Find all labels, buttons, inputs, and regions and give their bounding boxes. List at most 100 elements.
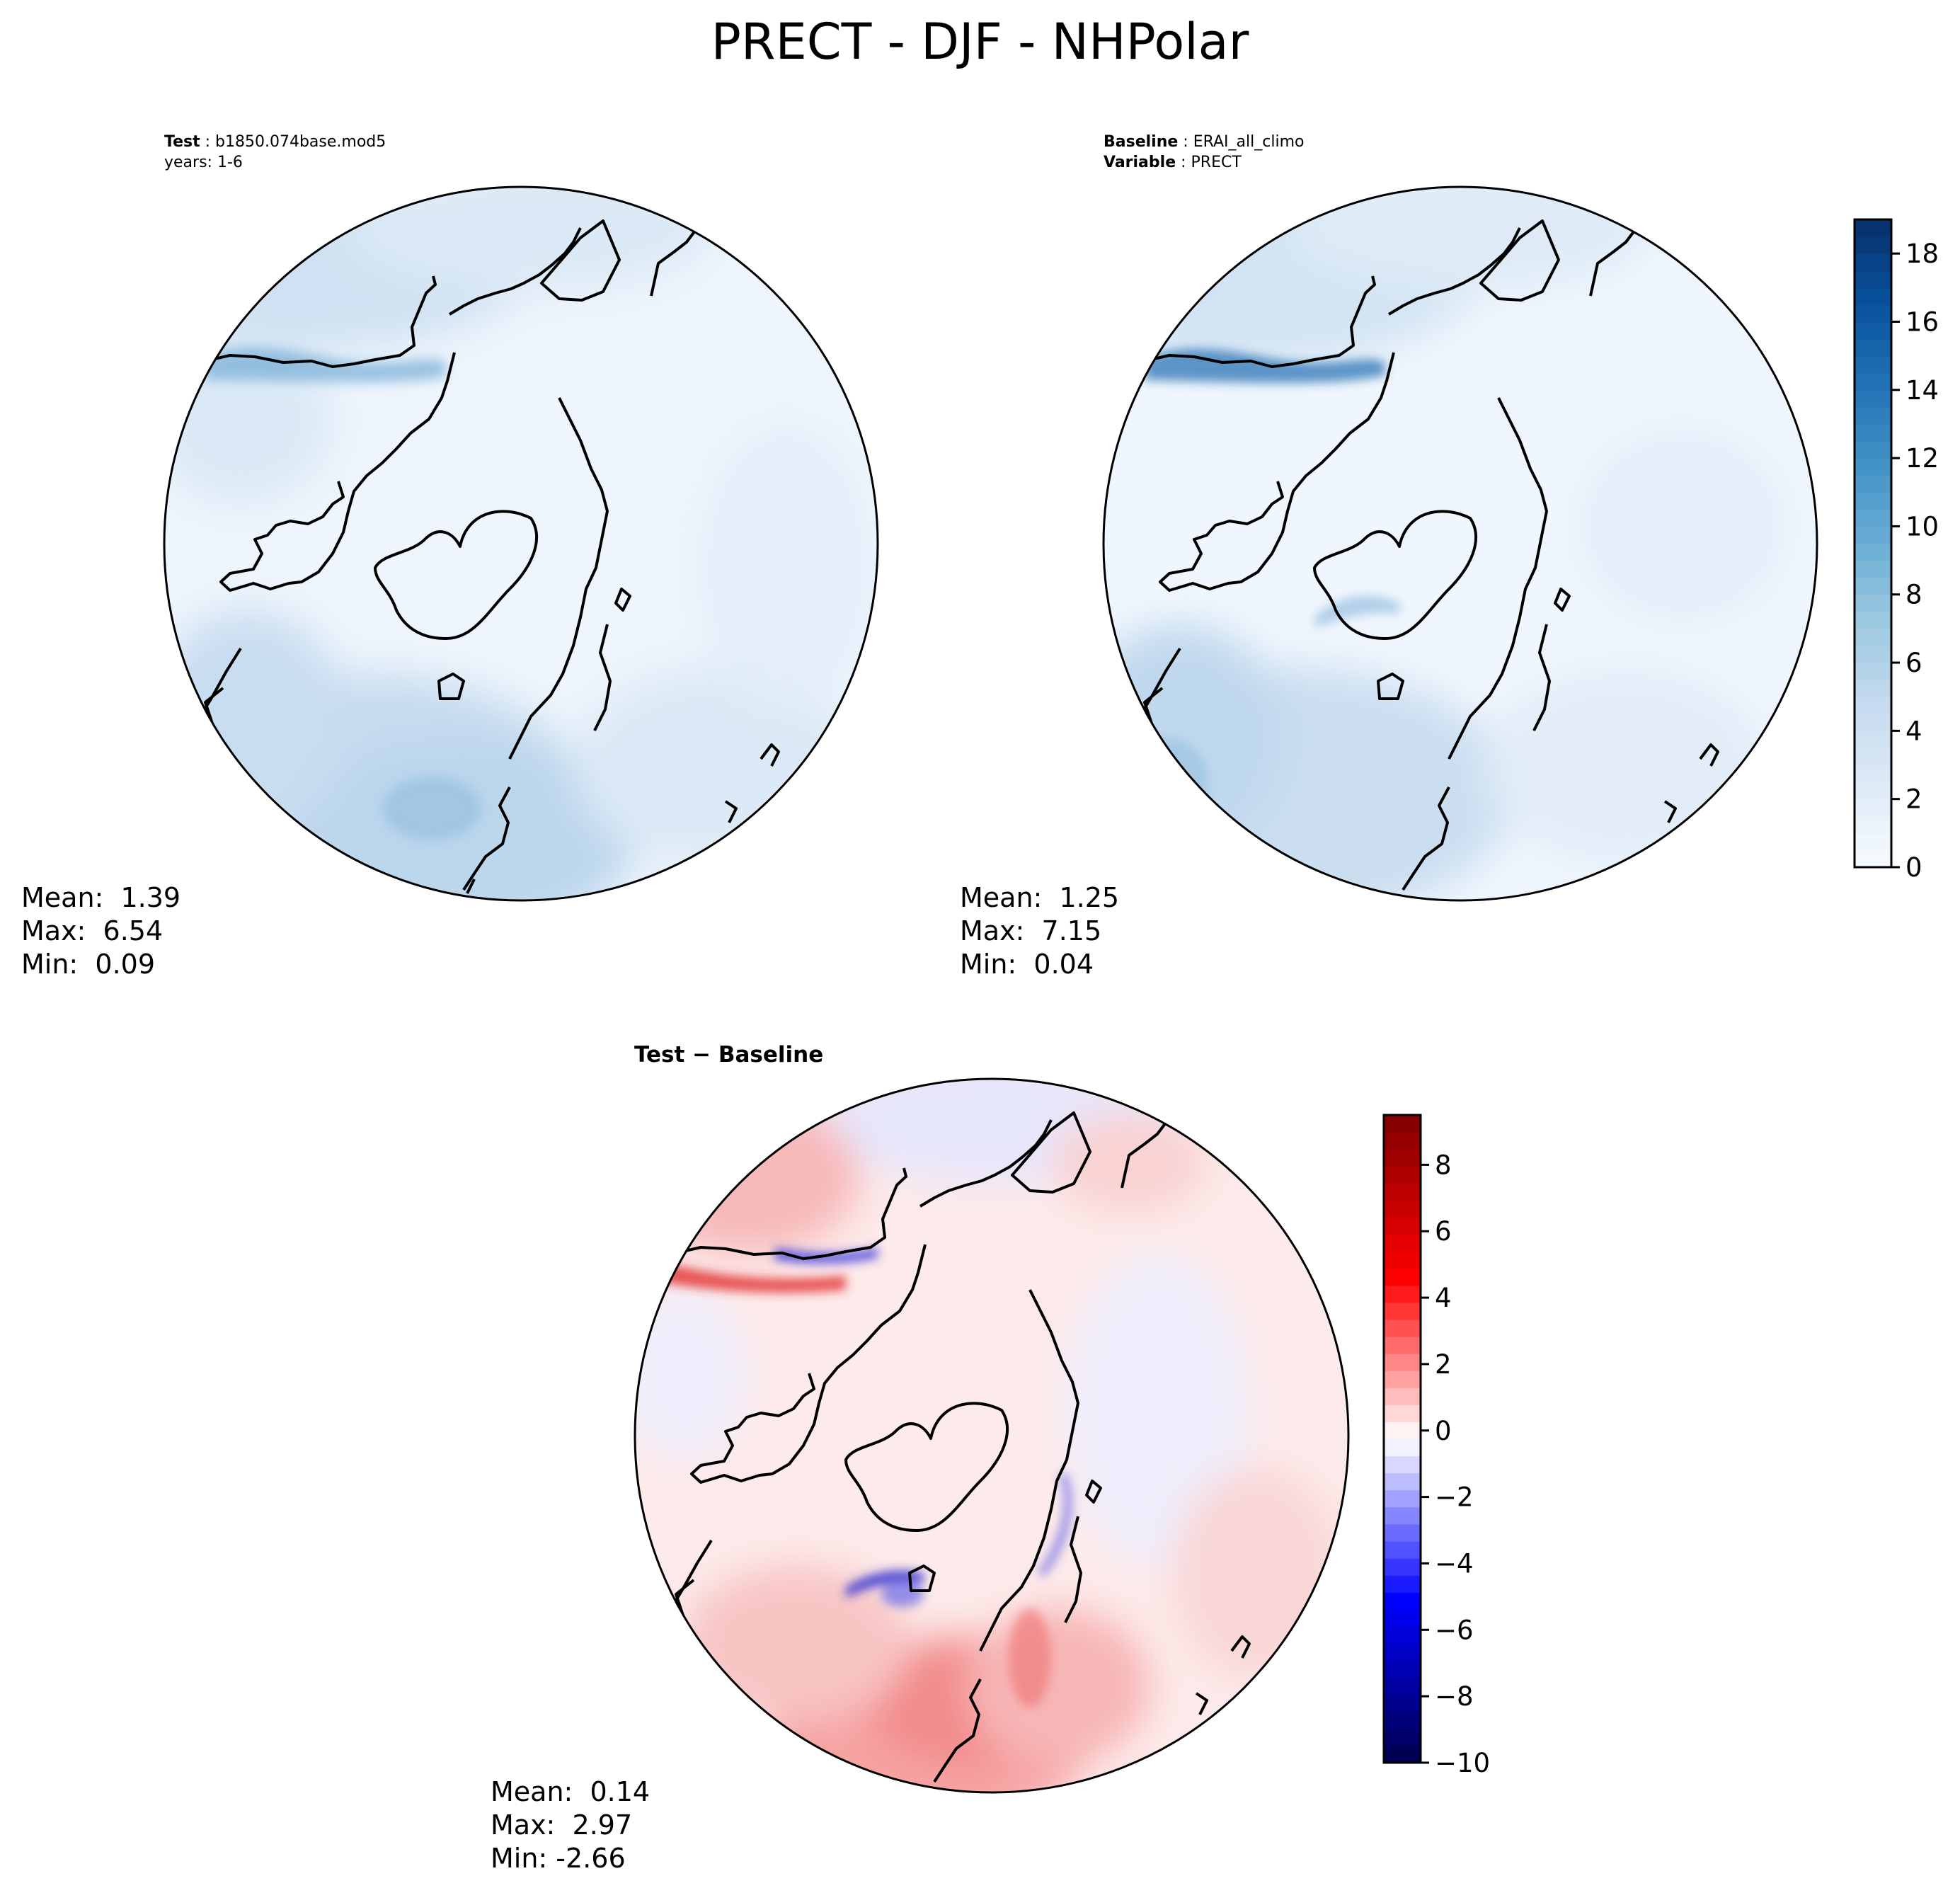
blues-colorbar-band bbox=[1855, 253, 1891, 271]
blues-colorbar-band bbox=[1855, 714, 1891, 731]
seismic-colorbar-band bbox=[1384, 1115, 1421, 1133]
baseline-variable-key: Variable bbox=[1104, 154, 1176, 171]
blues-colorbar-band bbox=[1855, 849, 1891, 868]
blues-colorbar-band bbox=[1855, 406, 1891, 425]
seismic-colorbar-band bbox=[1384, 1455, 1421, 1474]
seismic-colorbar-band bbox=[1384, 1132, 1421, 1150]
blues-colorbar-band bbox=[1855, 492, 1891, 510]
seismic-colorbar-band bbox=[1384, 1149, 1421, 1167]
test-coastlines bbox=[190, 198, 780, 894]
blues-colorbar-tick-label: 18 bbox=[1905, 239, 1939, 269]
seismic-colorbar-tick-label: −6 bbox=[1435, 1615, 1474, 1645]
baseline-stat-mean: Mean: 1.25 bbox=[960, 882, 1120, 913]
blues-colorbar-band bbox=[1855, 304, 1891, 323]
diff-title: Test − Baseline bbox=[634, 1042, 824, 1068]
blues-colorbar-band bbox=[1855, 680, 1891, 697]
seismic-colorbar-band bbox=[1384, 1558, 1421, 1576]
blues-colorbar-band bbox=[1855, 509, 1891, 527]
blues-colorbar-band bbox=[1855, 731, 1891, 749]
blues-colorbar-band bbox=[1855, 236, 1891, 254]
test-stats: Mean: 1.39 Max: 6.54 Min: 0.09 bbox=[21, 881, 180, 981]
blues-colorbar-tick-label: 10 bbox=[1905, 511, 1939, 542]
blues-colorbar-band bbox=[1855, 441, 1891, 459]
seismic-colorbar-band bbox=[1384, 1354, 1421, 1371]
test-stat-min: Min: 0.09 bbox=[21, 949, 155, 980]
blues-colorbar-tick-label: 12 bbox=[1905, 443, 1939, 474]
blues-colorbar-band bbox=[1855, 560, 1891, 578]
blues-colorbar-band bbox=[1855, 748, 1891, 766]
blues-colorbar-tick-label: 8 bbox=[1905, 580, 1922, 610]
seismic-colorbar-tick-label: 4 bbox=[1435, 1283, 1452, 1313]
baseline-label-key: Baseline bbox=[1104, 133, 1179, 151]
seismic-colorbar-band bbox=[1384, 1234, 1421, 1252]
seismic-colorbar: −10 −8 −6 −4 −2 0 2 4 6 8 bbox=[1382, 1114, 1490, 1778]
blues-colorbar-band bbox=[1855, 338, 1891, 357]
blues-colorbar: 0 2 4 6 8 10 12 14 16 18 bbox=[1853, 218, 1939, 883]
seismic-colorbar-band bbox=[1384, 1472, 1421, 1491]
seismic-colorbar-band bbox=[1384, 1506, 1421, 1525]
blues-colorbar-band bbox=[1855, 355, 1891, 374]
seismic-colorbar-band bbox=[1384, 1489, 1421, 1508]
seismic-colorbar-band bbox=[1384, 1371, 1421, 1388]
blues-colorbar-band bbox=[1855, 816, 1891, 834]
blues-colorbar-tick-label: 6 bbox=[1905, 648, 1922, 678]
blues-colorbar-band bbox=[1855, 321, 1891, 340]
baseline-header: Baseline : ERAI_all_climo Variable : PRE… bbox=[1104, 133, 1305, 171]
blues-colorbar-band bbox=[1855, 458, 1891, 476]
blues-colorbar-frame bbox=[1853, 218, 1893, 869]
blues-colorbar-band bbox=[1855, 645, 1891, 663]
seismic-colorbar-band bbox=[1384, 1609, 1421, 1627]
seismic-colorbar-band bbox=[1384, 1217, 1421, 1235]
seismic-colorbar-band bbox=[1384, 1388, 1421, 1405]
blues-colorbar-band bbox=[1855, 663, 1891, 680]
seismic-colorbar-band bbox=[1384, 1183, 1421, 1201]
blues-colorbar-band bbox=[1855, 389, 1891, 408]
seismic-colorbar-tick-label: −8 bbox=[1435, 1681, 1474, 1712]
baseline-map-border bbox=[1102, 185, 1818, 902]
diff-map-border bbox=[634, 1077, 1350, 1794]
test-map-border bbox=[163, 185, 879, 902]
blues-colorbar-band bbox=[1855, 577, 1891, 595]
blues-colorbar-band bbox=[1855, 543, 1891, 561]
blues-colorbar-band bbox=[1855, 782, 1891, 800]
seismic-colorbar-band bbox=[1384, 1677, 1421, 1695]
seismic-colorbar-band bbox=[1384, 1660, 1421, 1678]
blues-colorbar-band bbox=[1855, 833, 1891, 851]
blues-colorbar-band bbox=[1855, 697, 1891, 714]
seismic-colorbar-band bbox=[1384, 1540, 1421, 1559]
diff-stat-min: Min: -2.66 bbox=[491, 1843, 626, 1874]
baseline-map bbox=[1102, 185, 1818, 902]
baseline-stats: Mean: 1.25 Max: 7.15 Min: 0.04 bbox=[960, 881, 1119, 981]
seismic-colorbar-tick-label: 0 bbox=[1435, 1416, 1452, 1446]
test-stat-mean: Mean: 1.39 bbox=[21, 882, 181, 913]
blues-colorbar-band bbox=[1855, 219, 1891, 237]
seismic-colorbar-band bbox=[1384, 1745, 1421, 1763]
seismic-colorbar-tick-label: 8 bbox=[1435, 1150, 1452, 1180]
seismic-colorbar-band bbox=[1384, 1268, 1421, 1286]
blues-colorbar-band bbox=[1855, 611, 1891, 629]
blues-colorbar-band bbox=[1855, 628, 1891, 646]
diff-stats: Mean: 0.14 Max: 2.97 Min: -2.66 bbox=[491, 1775, 650, 1875]
blues-colorbar-band bbox=[1855, 526, 1891, 544]
seismic-colorbar-band bbox=[1384, 1575, 1421, 1593]
seismic-colorbar-band bbox=[1384, 1592, 1421, 1610]
seismic-colorbar-band bbox=[1384, 1302, 1421, 1320]
seismic-colorbar-band bbox=[1384, 1728, 1421, 1746]
blues-colorbar-band bbox=[1855, 287, 1891, 305]
blues-colorbar-band bbox=[1855, 594, 1891, 612]
test-years: years: 1-6 bbox=[164, 154, 243, 171]
seismic-colorbar-band bbox=[1384, 1421, 1421, 1440]
seismic-colorbar-band bbox=[1384, 1643, 1421, 1661]
diff-stat-max: Max: 2.97 bbox=[491, 1809, 633, 1841]
blues-colorbar-tick-label: 14 bbox=[1905, 375, 1939, 406]
baseline-label-value: ERAI_all_climo bbox=[1193, 133, 1305, 151]
blues-colorbar-tick-label: 4 bbox=[1905, 716, 1922, 746]
seismic-colorbar-tick-label: −2 bbox=[1435, 1482, 1474, 1513]
test-label-value: b1850.074base.mod5 bbox=[215, 133, 386, 151]
baseline-stat-min: Min: 0.04 bbox=[960, 949, 1094, 980]
seismic-colorbar-band bbox=[1384, 1166, 1421, 1184]
test-label-key: Test bbox=[164, 133, 200, 151]
seismic-colorbar-tick-label: −4 bbox=[1435, 1548, 1474, 1579]
seismic-colorbar-band bbox=[1384, 1694, 1421, 1712]
test-header: Test : b1850.074base.mod5 years: 1-6 bbox=[164, 133, 386, 171]
